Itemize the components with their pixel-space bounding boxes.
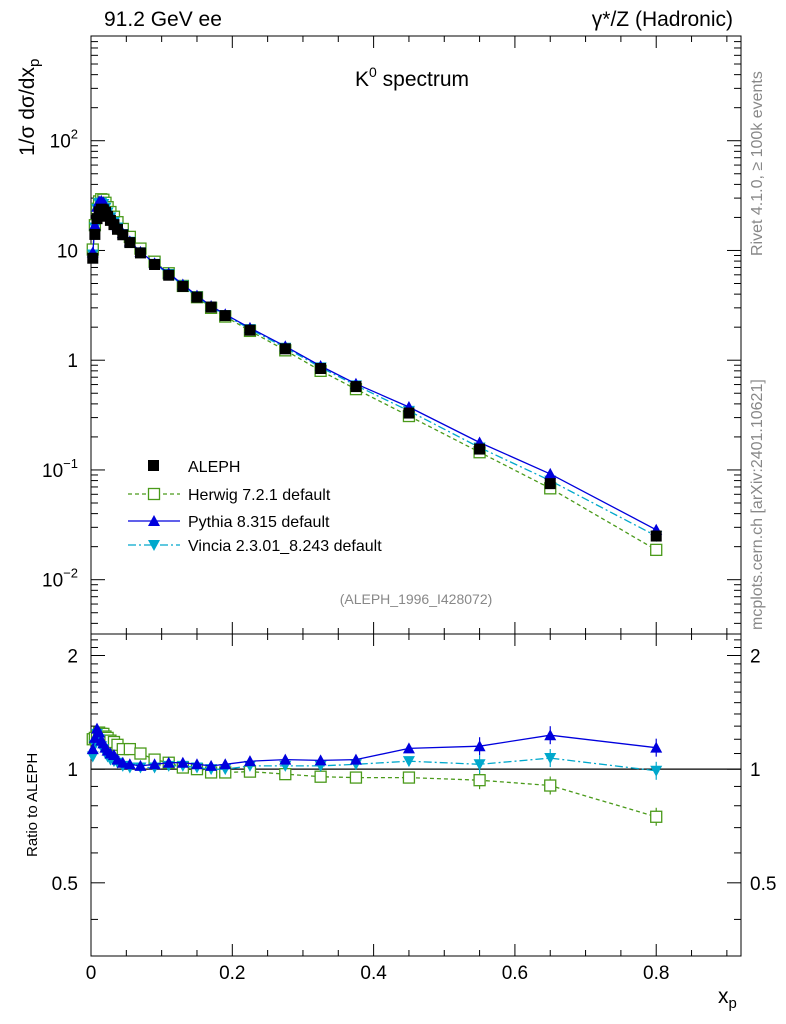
ratio-point-pythia: [134, 759, 147, 771]
ratio-point-herwig: [473, 774, 486, 787]
ratio-point-herwig: [650, 810, 663, 823]
y-tick-label: 10−1: [42, 456, 78, 482]
point-aleph: [91, 213, 103, 225]
y-tick-label: 102: [50, 127, 78, 153]
point-aleph: [403, 407, 415, 419]
main-line-herwig: [92, 198, 657, 551]
ratio-point-vincia: [473, 759, 486, 771]
x-tick-label: 0.6: [502, 963, 528, 984]
legend-marker-herwig: [147, 487, 161, 501]
point-aleph: [177, 280, 189, 292]
ratio-point-pythia: [544, 729, 557, 741]
point-aleph: [350, 381, 362, 393]
point-aleph: [87, 252, 99, 264]
ratio-point-herwig: [134, 747, 147, 760]
ratio-point-pythia: [349, 753, 362, 765]
point-aleph: [134, 247, 146, 259]
ratio-tick-label-left: 0.5: [52, 874, 78, 895]
ratio-point-pythia: [148, 758, 161, 770]
x-tick-label: 0.4: [360, 963, 387, 984]
ratio-point-herwig: [402, 771, 416, 784]
legend-marker-aleph: [148, 460, 159, 471]
ratio-point-herwig: [349, 771, 363, 784]
x-tick-label: 0.2: [219, 963, 245, 984]
point-aleph: [279, 343, 291, 355]
ratio-tick-label-left: 2: [67, 646, 78, 667]
ratio-point-pythia: [473, 740, 486, 752]
point-pythia: [88, 219, 101, 231]
y-tick-label: 10: [57, 241, 78, 262]
ratio-tick-label-right: 0.5: [750, 874, 776, 895]
ratio-point-pythia: [190, 758, 203, 770]
mcplots-label: mcplots.cern.ch [arXiv:2401.10621]: [749, 379, 766, 630]
ratio-point-herwig: [544, 779, 557, 792]
point-herwig: [650, 543, 663, 557]
ratio-tick-label-right: 1: [750, 760, 761, 781]
legend-label-pythia: Pythia 8.315 default: [188, 514, 330, 531]
legend-marker-pythia: [148, 515, 160, 526]
main-line-vincia: [92, 201, 657, 537]
rivet-label: Rivet 4.1.0, ≥ 100k events: [749, 71, 766, 256]
ratio-point-herwig: [123, 742, 137, 756]
point-pythia: [544, 467, 557, 479]
point-aleph: [544, 478, 556, 490]
y-axis-label: 1/σ dσ/dxp: [16, 59, 43, 156]
ratio-point-pythia: [314, 754, 327, 766]
ratio-line-herwig: [92, 731, 657, 818]
point-aleph: [244, 324, 256, 336]
ratio-point-vincia: [402, 756, 415, 768]
ratio-axis-label: Ratio to ALEPH: [24, 753, 41, 857]
legend-label-herwig: Herwig 7.2.1 default: [188, 487, 331, 504]
point-aleph: [149, 258, 161, 270]
energy-label: 91.2 GeV ee: [104, 8, 222, 31]
ratio-point-pythia: [219, 758, 232, 770]
plot-title: K0 spectrum: [355, 64, 469, 91]
legend-label-aleph: ALEPH: [188, 459, 240, 476]
title-superscript: 0: [369, 64, 377, 80]
point-aleph: [163, 269, 175, 281]
x-tick-label: 0.8: [643, 963, 669, 984]
ratio-point-pythia: [123, 758, 136, 770]
ratio-point-vincia: [86, 751, 99, 763]
ratio-point-herwig: [314, 770, 327, 783]
point-aleph: [219, 310, 231, 322]
analysis-tag: (ALEPH_1996_I428072): [340, 591, 493, 607]
legend-marker-vincia: [148, 540, 160, 551]
process-label: γ*/Z (Hadronic): [592, 8, 733, 31]
ratio-point-vincia: [544, 753, 557, 765]
point-aleph: [315, 363, 327, 375]
ratio-point-pythia: [86, 743, 99, 755]
ratio-point-pythia: [116, 756, 129, 768]
legend: ALEPH Herwig 7.2.1 default Pythia 8.315 …: [128, 459, 382, 555]
main-line-pythia: [92, 200, 657, 531]
ratio-point-pythia: [176, 756, 189, 768]
point-aleph: [117, 229, 129, 241]
ratio-point-vincia: [650, 765, 663, 777]
y-tick-label: 10−2: [42, 566, 78, 592]
legend-label-vincia: Vincia 2.3.01_8.243 default: [188, 538, 382, 555]
point-aleph: [650, 530, 662, 542]
ratio-point-pythia: [650, 741, 663, 753]
point-aleph: [191, 291, 203, 303]
ratio-point-pythia: [205, 759, 218, 771]
point-aleph: [89, 228, 101, 240]
ratio-tick-label-left: 1: [67, 760, 78, 781]
point-aleph: [205, 301, 217, 313]
y-tick-label: 1: [67, 351, 78, 372]
ratio-tick-label-right: 2: [750, 646, 761, 667]
ratio-point-pythia: [243, 755, 256, 767]
data-layer: [86, 193, 663, 826]
axes-layer: 0 0.2 0.4 0.6 0.8 10−2 10−1 1 10 102 0.5 0.5 1 1 2 2: [42, 35, 776, 984]
ratio-point-pythia: [402, 742, 415, 754]
ratio-point-pythia: [279, 753, 292, 765]
x-tick-label: 0: [86, 963, 97, 984]
ratio-point-pythia: [162, 756, 175, 768]
ratio-point-pythia: [93, 726, 106, 738]
point-aleph: [124, 237, 136, 249]
x-axis-label: xp: [718, 985, 737, 1012]
point-aleph: [474, 443, 486, 455]
ratio-panel-frame: [90, 633, 742, 957]
